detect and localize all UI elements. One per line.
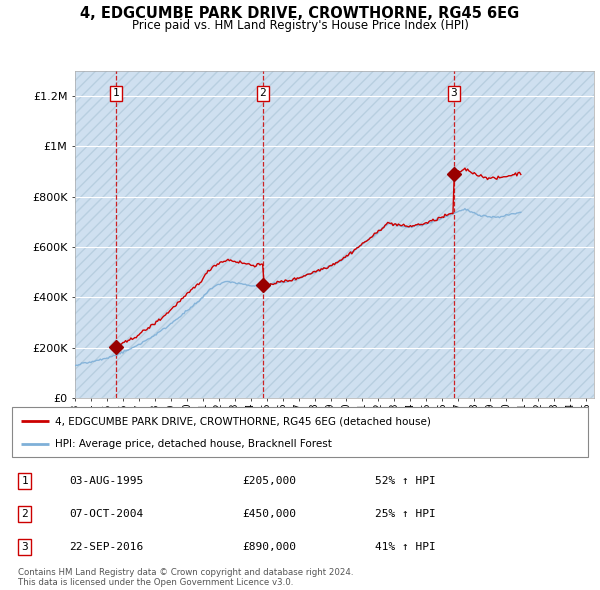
Text: 07-OCT-2004: 07-OCT-2004 — [70, 509, 144, 519]
Text: HPI: Average price, detached house, Bracknell Forest: HPI: Average price, detached house, Brac… — [55, 439, 332, 449]
Text: £450,000: £450,000 — [242, 509, 296, 519]
Text: £205,000: £205,000 — [242, 476, 296, 486]
Text: This data is licensed under the Open Government Licence v3.0.: This data is licensed under the Open Gov… — [18, 578, 293, 587]
Text: Contains HM Land Registry data © Crown copyright and database right 2024.: Contains HM Land Registry data © Crown c… — [18, 568, 353, 576]
Text: 4, EDGCUMBE PARK DRIVE, CROWTHORNE, RG45 6EG (detached house): 4, EDGCUMBE PARK DRIVE, CROWTHORNE, RG45… — [55, 416, 431, 426]
Text: 22-SEP-2016: 22-SEP-2016 — [70, 542, 144, 552]
Text: 1: 1 — [113, 88, 119, 99]
Text: 41% ↑ HPI: 41% ↑ HPI — [375, 542, 436, 552]
Text: Price paid vs. HM Land Registry's House Price Index (HPI): Price paid vs. HM Land Registry's House … — [131, 19, 469, 32]
Text: 25% ↑ HPI: 25% ↑ HPI — [375, 509, 436, 519]
Text: 4, EDGCUMBE PARK DRIVE, CROWTHORNE, RG45 6EG: 4, EDGCUMBE PARK DRIVE, CROWTHORNE, RG45… — [80, 6, 520, 21]
Text: 3: 3 — [21, 542, 28, 552]
Text: 2: 2 — [21, 509, 28, 519]
Text: 03-AUG-1995: 03-AUG-1995 — [70, 476, 144, 486]
Text: 52% ↑ HPI: 52% ↑ HPI — [375, 476, 436, 486]
Text: 1: 1 — [21, 476, 28, 486]
Text: 3: 3 — [451, 88, 457, 99]
Text: £890,000: £890,000 — [242, 542, 296, 552]
Text: 2: 2 — [260, 88, 266, 99]
